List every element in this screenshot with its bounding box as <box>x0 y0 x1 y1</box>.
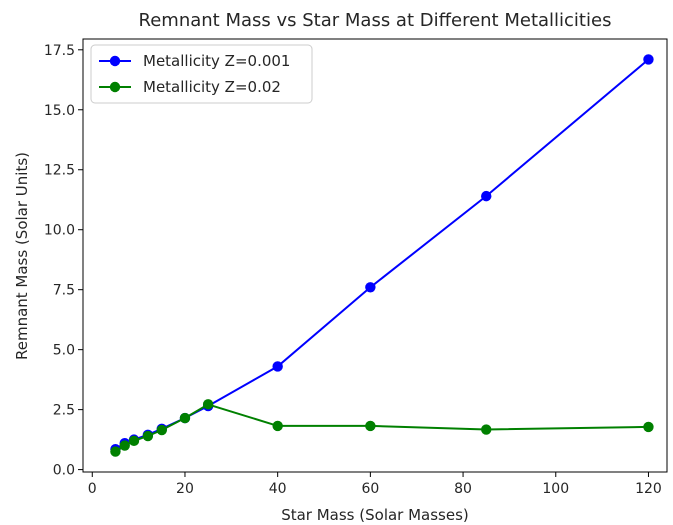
legend-box <box>90 44 313 104</box>
series-1-point <box>272 361 283 372</box>
chart-title: Remnant Mass vs Star Mass at Different M… <box>139 10 612 31</box>
y-axis-label: Remnant Mass (Solar Units) <box>13 152 31 360</box>
series-2-point <box>202 399 214 410</box>
x-tick-label: 120 <box>635 481 662 497</box>
x-axis-label: Star Mass (Solar Masses) <box>281 506 469 524</box>
series-2-point <box>119 440 130 451</box>
x-tick-label: 20 <box>176 481 194 497</box>
legend-marker <box>109 55 121 67</box>
series-1-point <box>643 54 654 65</box>
series-2-point <box>481 424 492 435</box>
y-tick-label: 15.0 <box>44 103 75 119</box>
legend: Metallicity Z=0.001 Metallicity Z=0.02 <box>90 44 313 104</box>
y-tick-label: 10.0 <box>44 223 75 239</box>
y-axis: 0.0 2.5 5.0 7.5 10.0 12.5 15.0 17.5 <box>44 43 83 479</box>
series-2-point <box>179 412 191 424</box>
series-1-point <box>365 282 376 293</box>
y-tick-label: 12.5 <box>44 163 75 179</box>
legend-label: Metallicity Z=0.001 <box>143 52 290 70</box>
series-2-point <box>272 420 283 432</box>
series-2-point <box>110 446 121 457</box>
series-2-point <box>128 435 140 447</box>
series-2-point <box>156 424 167 436</box>
series-2-point <box>365 420 376 432</box>
legend-marker <box>109 81 121 93</box>
y-tick-label: 5.0 <box>53 343 75 359</box>
x-tick-label: 60 <box>361 481 379 497</box>
plot-frame <box>82 38 668 473</box>
x-tick-label: 0 <box>88 481 97 497</box>
series-2-point <box>643 421 654 433</box>
y-tick-label: 2.5 <box>53 403 75 419</box>
y-tick-label: 7.5 <box>53 283 75 299</box>
series-1-point <box>481 190 492 202</box>
legend-label: Metallicity Z=0.02 <box>143 78 281 96</box>
x-tick-label: 80 <box>454 481 472 497</box>
y-tick-label: 0.0 <box>53 463 75 479</box>
plot-area <box>110 54 654 457</box>
x-tick-label: 40 <box>269 481 287 497</box>
series-2-point <box>142 430 154 442</box>
x-axis: 0 20 40 60 80 100 120 <box>88 472 662 497</box>
x-tick-label: 100 <box>542 481 569 497</box>
y-tick-label: 17.5 <box>44 43 75 59</box>
